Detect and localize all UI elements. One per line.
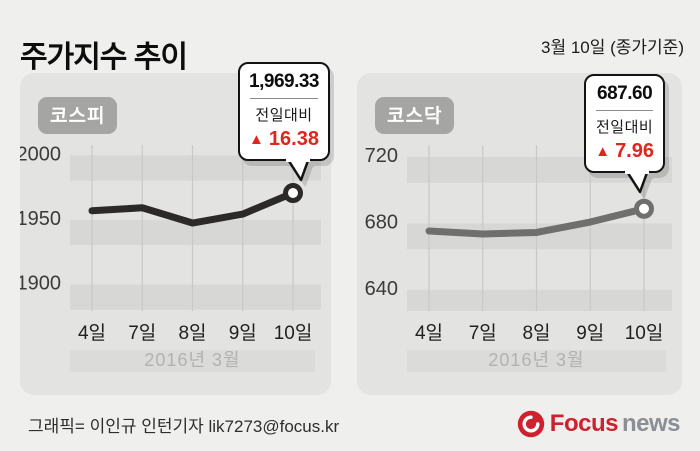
callout-tail-joint: [625, 170, 649, 174]
x-axis-tick-label: 4일: [415, 322, 443, 344]
x-axis-tick-label: 7일: [469, 322, 497, 344]
month-band: [70, 350, 315, 372]
kospi-change-label: 전일대비: [255, 107, 313, 124]
month-band: [407, 350, 666, 372]
series-line: [425, 205, 648, 238]
grid-stripe: [70, 284, 321, 310]
y-axis-tick-label: 680: [365, 211, 398, 233]
callout-divider: [596, 110, 653, 111]
logo-suffix-text: news: [621, 410, 681, 437]
up-arrow-icon: ▲: [249, 131, 264, 148]
last-point-marker: [283, 183, 303, 204]
kosdaq-change-label: 전일대비: [596, 119, 654, 136]
kosdaq-change: ▲ 7.96: [595, 140, 654, 163]
x-axis-tick-label: 10일: [625, 322, 664, 344]
kospi-change: ▲ 16.38: [249, 128, 319, 151]
callout-tail-joint: [286, 158, 310, 162]
credit-line: 그래픽= 이인규 인턴기자 lik7273@focus.kr: [28, 417, 340, 436]
kosdaq-callout: 687.60 전일대비 ▲ 7.96: [584, 74, 665, 194]
kosdaq-callout-box: 687.60 전일대비 ▲ 7.96: [584, 74, 665, 173]
logo-circle: [517, 410, 544, 438]
kospi-change-value: 16.38: [268, 128, 319, 150]
x-axis-tick-label: 8일: [522, 322, 550, 344]
kosdaq-close-value: 687.60: [597, 83, 653, 104]
callout-tail: [285, 158, 311, 182]
kospi-callout-box: 1,969.33 전일대비 ▲ 16.38: [238, 62, 330, 161]
x-axis-tick-label: 4일: [78, 322, 106, 344]
kospi-badge: 코스피: [38, 97, 118, 134]
date-note: 3월 10일 (종가기준): [541, 38, 684, 57]
kospi-callout: 1,969.33 전일대비 ▲ 16.38: [238, 62, 330, 182]
page-title: 주가지수 추이: [20, 41, 188, 75]
kospi-close-value: 1,969.33: [249, 71, 319, 92]
grid-stripe: [407, 289, 672, 311]
grid-stripe: [407, 223, 672, 250]
kosdaq-panel: 코스닥 720 680 640 4일 7일 8일 9일 10일 2016년 3월 687.60 …: [357, 73, 682, 395]
callout-tail-shape: [285, 158, 311, 182]
y-axis-tick-label: 1900: [20, 273, 61, 295]
month-band-label: 2016년 3월: [488, 350, 584, 370]
series-line: [88, 189, 297, 227]
logo-swirl: [522, 415, 540, 433]
focus-news-logo: Focus news: [517, 410, 681, 438]
kospi-chart: 2000 1950 1900 4일 7일 8일 9일 10일 2016년 3월: [20, 143, 321, 372]
x-axis-tick-label: 10일: [274, 322, 313, 344]
y-axis-tick-label: 1950: [20, 208, 61, 230]
callout-divider: [250, 98, 318, 99]
up-arrow-icon: ▲: [595, 143, 611, 160]
kospi-panel: 코스피 2000 1950 1900 4일 7일 8일 9일 10일 2016년 3월 1,96…: [20, 62, 331, 395]
logo-brand-text: Focus: [549, 410, 619, 437]
x-axis-tick-label: 9일: [576, 322, 604, 344]
callout-tail-shape: [624, 170, 650, 194]
y-axis-tick-label: 640: [365, 278, 398, 300]
x-axis-tick-label: 9일: [229, 322, 257, 344]
x-axis-tick-label: 8일: [178, 322, 206, 344]
month-band-label: 2016년 3월: [144, 350, 240, 370]
focus-swirl-icon: [517, 410, 544, 438]
callout-tail: [624, 170, 650, 194]
last-point-marker: [634, 198, 654, 219]
kosdaq-badge: 코스닥: [375, 97, 455, 134]
x-axis-tick-label: 7일: [128, 322, 156, 344]
kosdaq-change-value: 7.96: [615, 140, 654, 162]
y-axis-tick-label: 2000: [20, 143, 61, 165]
y-axis-tick-label: 720: [365, 145, 398, 167]
